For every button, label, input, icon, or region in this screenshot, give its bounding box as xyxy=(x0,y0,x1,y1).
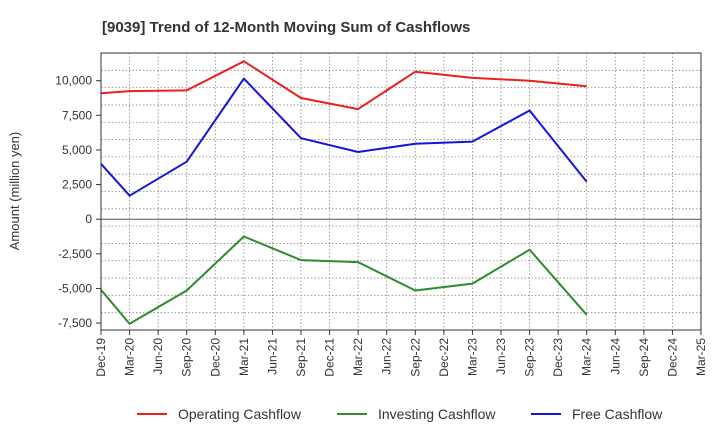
y-tick-label: 2,500 xyxy=(62,178,92,192)
x-tick-label: Jun-22 xyxy=(380,338,394,375)
x-tick-label: Sep-20 xyxy=(180,338,194,377)
legend-label: Free Cashflow xyxy=(572,406,663,422)
y-tick-label: 0 xyxy=(85,212,92,226)
y-tick-label: 7,500 xyxy=(62,108,92,122)
x-tick-label: Jun-21 xyxy=(265,338,279,375)
x-tick-label: Jun-24 xyxy=(608,338,622,375)
x-tick-label: Jun-23 xyxy=(494,338,508,375)
x-axis-ticks: Dec-19 Mar-20 Jun-20 Sep-20 Dec-20 Mar-21 Jun-… xyxy=(94,330,708,377)
series-line-investing-cashflow xyxy=(100,235,588,325)
series-line-operating-cashflow xyxy=(100,60,587,111)
series-layer xyxy=(100,60,588,325)
x-tick-label: Sep-24 xyxy=(637,338,651,377)
x-tick-label: Mar-23 xyxy=(465,338,479,376)
x-tick-label: Sep-22 xyxy=(408,338,422,377)
chart-title: [9039] Trend of 12-Month Moving Sum of C… xyxy=(102,19,470,36)
x-tick-label: Dec-19 xyxy=(94,338,108,377)
y-axis-ticks: 10,000 7,500 5,000 2,500 0 -2,500 -5,000 -7,500 xyxy=(55,74,101,330)
x-tick-label: Jun-20 xyxy=(151,338,165,375)
x-tick-label: Dec-24 xyxy=(665,338,679,377)
x-tick-label: Dec-22 xyxy=(437,338,451,377)
y-axis-label: Amount (million yen) xyxy=(7,132,22,251)
x-tick-label: Dec-23 xyxy=(551,338,565,377)
y-tick-label: -5,000 xyxy=(58,281,92,295)
x-tick-label: Dec-20 xyxy=(208,338,222,377)
x-tick-label: Sep-23 xyxy=(523,338,537,377)
legend-label: Operating Cashflow xyxy=(178,406,302,422)
y-tick-label: 5,000 xyxy=(62,143,92,157)
x-tick-label: Mar-21 xyxy=(237,338,251,376)
y-tick-label: -2,500 xyxy=(58,247,92,261)
legend: Operating Cashflow Investing Cashflow Free… xyxy=(137,406,663,422)
x-tick-label: Mar-20 xyxy=(123,338,137,376)
x-tick-label: Mar-22 xyxy=(351,338,365,376)
x-tick-label: Sep-21 xyxy=(294,338,308,377)
legend-label: Investing Cashflow xyxy=(378,406,496,422)
grid xyxy=(101,53,701,330)
series-line-free-cashflow xyxy=(100,77,588,197)
x-tick-label: Mar-24 xyxy=(580,338,594,376)
x-tick-label: Dec-21 xyxy=(323,338,337,377)
y-tick-label: 10,000 xyxy=(55,74,92,88)
y-tick-label: -7,500 xyxy=(58,316,92,330)
x-tick-label: Mar-25 xyxy=(694,338,708,376)
plot-frame xyxy=(100,52,702,331)
